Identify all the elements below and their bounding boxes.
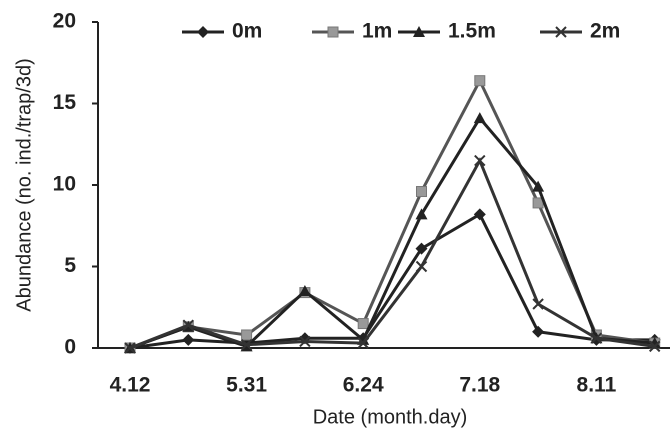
series-line <box>129 157 655 350</box>
y-tick-label: 10 <box>53 173 76 196</box>
y-tick-label: 15 <box>53 91 77 114</box>
data-point <box>415 208 428 220</box>
series-line <box>129 115 655 350</box>
data-point <box>182 319 195 331</box>
legend-entry: 1.5m <box>398 20 496 43</box>
series-line <box>129 77 655 350</box>
x-tick-label: 4.12 <box>110 374 151 397</box>
data-point <box>240 339 253 351</box>
legend-entry: 2m <box>540 20 620 43</box>
x-tick-label: 6.24 <box>343 374 384 397</box>
data-point <box>124 342 136 354</box>
data-point <box>532 325 545 338</box>
data-point <box>473 112 486 124</box>
data-point <box>474 154 486 167</box>
x-tick-label: 5.31 <box>226 374 267 397</box>
data-point <box>473 208 486 221</box>
data-point <box>241 329 253 341</box>
y-tick-label: 20 <box>53 10 76 33</box>
data-point <box>299 335 311 348</box>
series-line <box>129 212 655 350</box>
legend-marker <box>327 26 339 38</box>
legend-marker <box>197 26 209 38</box>
x-tick-label: 7.18 <box>459 374 500 397</box>
data-point <box>532 180 545 192</box>
legend-label: 1m <box>362 20 392 43</box>
y-axis-title: Abundance (no. ind./trap/3d) <box>13 58 35 312</box>
data-point <box>357 337 369 349</box>
data-point <box>357 318 369 330</box>
legend-marker <box>555 26 567 38</box>
y-tick-label: 0 <box>64 336 76 359</box>
legend-label: 1.5m <box>448 20 496 43</box>
x-axis-title: Date (month.day) <box>313 406 468 428</box>
x-tick-label: 8.11 <box>577 374 617 397</box>
data-point <box>648 340 661 353</box>
data-point <box>416 186 427 198</box>
data-point <box>474 75 486 87</box>
data-point <box>415 242 428 255</box>
legend-marker <box>413 26 425 37</box>
data-point <box>182 333 195 346</box>
data-point <box>415 260 428 273</box>
data-point <box>590 332 603 344</box>
y-tick-label: 5 <box>64 254 76 277</box>
data-point <box>532 298 544 310</box>
data-point <box>298 284 311 296</box>
legend-label: 0m <box>232 20 262 43</box>
legend-label: 2m <box>590 20 620 43</box>
legend-entry: 0m <box>182 20 262 43</box>
legend-entry: 1m <box>312 20 392 43</box>
